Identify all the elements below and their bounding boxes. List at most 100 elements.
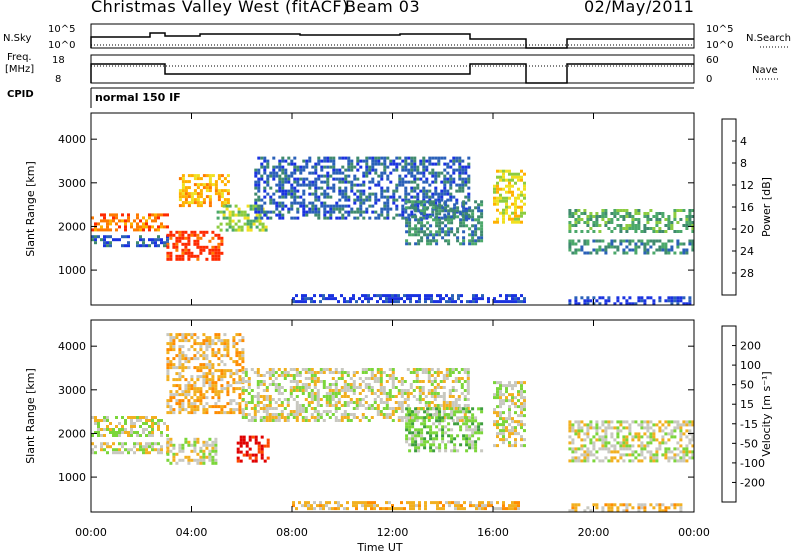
velocity-cell bbox=[478, 504, 481, 508]
power-cell bbox=[142, 222, 145, 226]
velocity-cell bbox=[514, 504, 517, 508]
power-cell bbox=[458, 186, 462, 190]
power-cell bbox=[517, 175, 520, 179]
velocity-cell bbox=[595, 420, 599, 424]
velocity-cell bbox=[196, 375, 200, 379]
velocity-cell bbox=[184, 360, 188, 364]
power-cell bbox=[219, 222, 223, 226]
velocity-cell bbox=[232, 381, 236, 385]
velocity-cell bbox=[577, 447, 581, 451]
velocity-cell bbox=[307, 371, 311, 374]
power-cell bbox=[517, 172, 520, 176]
power-cell bbox=[471, 215, 475, 219]
velocity-cell bbox=[502, 426, 505, 430]
velocity-cell bbox=[691, 435, 695, 439]
velocity-cell bbox=[193, 333, 197, 337]
power-cell bbox=[281, 195, 285, 199]
velocity-cell bbox=[248, 447, 252, 451]
power-cell bbox=[187, 257, 191, 261]
power-cell bbox=[151, 225, 154, 229]
velocity-cell bbox=[414, 443, 418, 447]
power-cell bbox=[598, 302, 602, 306]
power-cell bbox=[290, 183, 294, 187]
power-cell bbox=[592, 224, 596, 227]
power-cell bbox=[625, 239, 629, 243]
power-cell bbox=[583, 221, 587, 224]
power-cell bbox=[400, 297, 403, 301]
power-cell bbox=[257, 210, 261, 214]
velocity-cell bbox=[265, 386, 269, 389]
power-cell bbox=[343, 300, 346, 304]
power-cell bbox=[416, 171, 420, 175]
velocity-cell bbox=[436, 504, 439, 508]
power-cell bbox=[464, 171, 468, 175]
velocity-cell bbox=[454, 404, 458, 407]
power-region-6 bbox=[405, 200, 484, 246]
velocity-cell bbox=[373, 507, 376, 511]
power-cell bbox=[471, 239, 475, 243]
power-cell bbox=[688, 215, 692, 218]
velocity-cell bbox=[430, 501, 433, 505]
power-cell bbox=[646, 239, 650, 243]
velocity-cell bbox=[520, 384, 523, 388]
velocity-cell bbox=[205, 402, 209, 406]
power-cell bbox=[103, 244, 106, 248]
velocity-cell bbox=[166, 369, 170, 373]
power-cell bbox=[685, 227, 689, 230]
power-cell bbox=[461, 186, 465, 190]
power-cell bbox=[331, 297, 334, 301]
velocity-cell bbox=[160, 451, 163, 455]
velocity-cell bbox=[280, 401, 284, 404]
velocity-cell bbox=[454, 368, 458, 371]
velocity-cell bbox=[268, 398, 272, 401]
power-cell bbox=[284, 204, 288, 208]
power-cell bbox=[395, 162, 399, 166]
power-cell bbox=[468, 206, 472, 210]
velocity-cell bbox=[450, 410, 454, 414]
power-cell bbox=[426, 236, 430, 240]
velocity-cell bbox=[190, 357, 194, 361]
velocity-cell bbox=[412, 389, 416, 392]
velocity-cell bbox=[453, 437, 457, 441]
power-cell bbox=[502, 214, 505, 218]
velocity-cell bbox=[340, 371, 344, 374]
velocity-cell bbox=[592, 444, 596, 448]
velocity-cell bbox=[474, 449, 478, 453]
power-cell bbox=[568, 299, 572, 303]
velocity-cell bbox=[202, 372, 206, 376]
power-cell bbox=[628, 239, 632, 243]
power-cell bbox=[106, 244, 109, 248]
velocity-cell bbox=[442, 380, 446, 383]
power-cell bbox=[583, 302, 587, 306]
velocity-cell bbox=[432, 422, 436, 426]
velocity-cell bbox=[331, 413, 335, 416]
power-cell bbox=[181, 195, 185, 199]
velocity-cell bbox=[187, 440, 191, 444]
velocity-cell bbox=[436, 374, 440, 377]
velocity-cell bbox=[223, 411, 227, 415]
power-cell bbox=[386, 177, 390, 181]
power-cell bbox=[435, 230, 439, 234]
velocity-cell bbox=[436, 383, 440, 386]
velocity-cell bbox=[190, 387, 194, 391]
power-cell bbox=[365, 174, 369, 178]
velocity-cell bbox=[190, 336, 194, 340]
velocity-cell bbox=[139, 448, 142, 452]
power-cell bbox=[181, 233, 185, 237]
power-cell bbox=[398, 213, 402, 217]
power-cell bbox=[574, 218, 578, 221]
velocity-cell bbox=[199, 446, 203, 450]
velocity-cell bbox=[465, 416, 469, 420]
power-cell bbox=[595, 215, 599, 218]
velocity-cell bbox=[370, 404, 374, 407]
velocity-cell bbox=[343, 413, 347, 416]
power-cell bbox=[103, 216, 106, 220]
velocity-cell bbox=[502, 384, 505, 388]
velocity-cell bbox=[370, 374, 374, 377]
velocity-cell bbox=[118, 448, 121, 452]
velocity-cell bbox=[688, 420, 692, 424]
velocity-cell bbox=[295, 380, 299, 383]
velocity-cell bbox=[607, 423, 611, 427]
velocity-cell bbox=[286, 398, 290, 401]
power-cell bbox=[568, 224, 572, 227]
